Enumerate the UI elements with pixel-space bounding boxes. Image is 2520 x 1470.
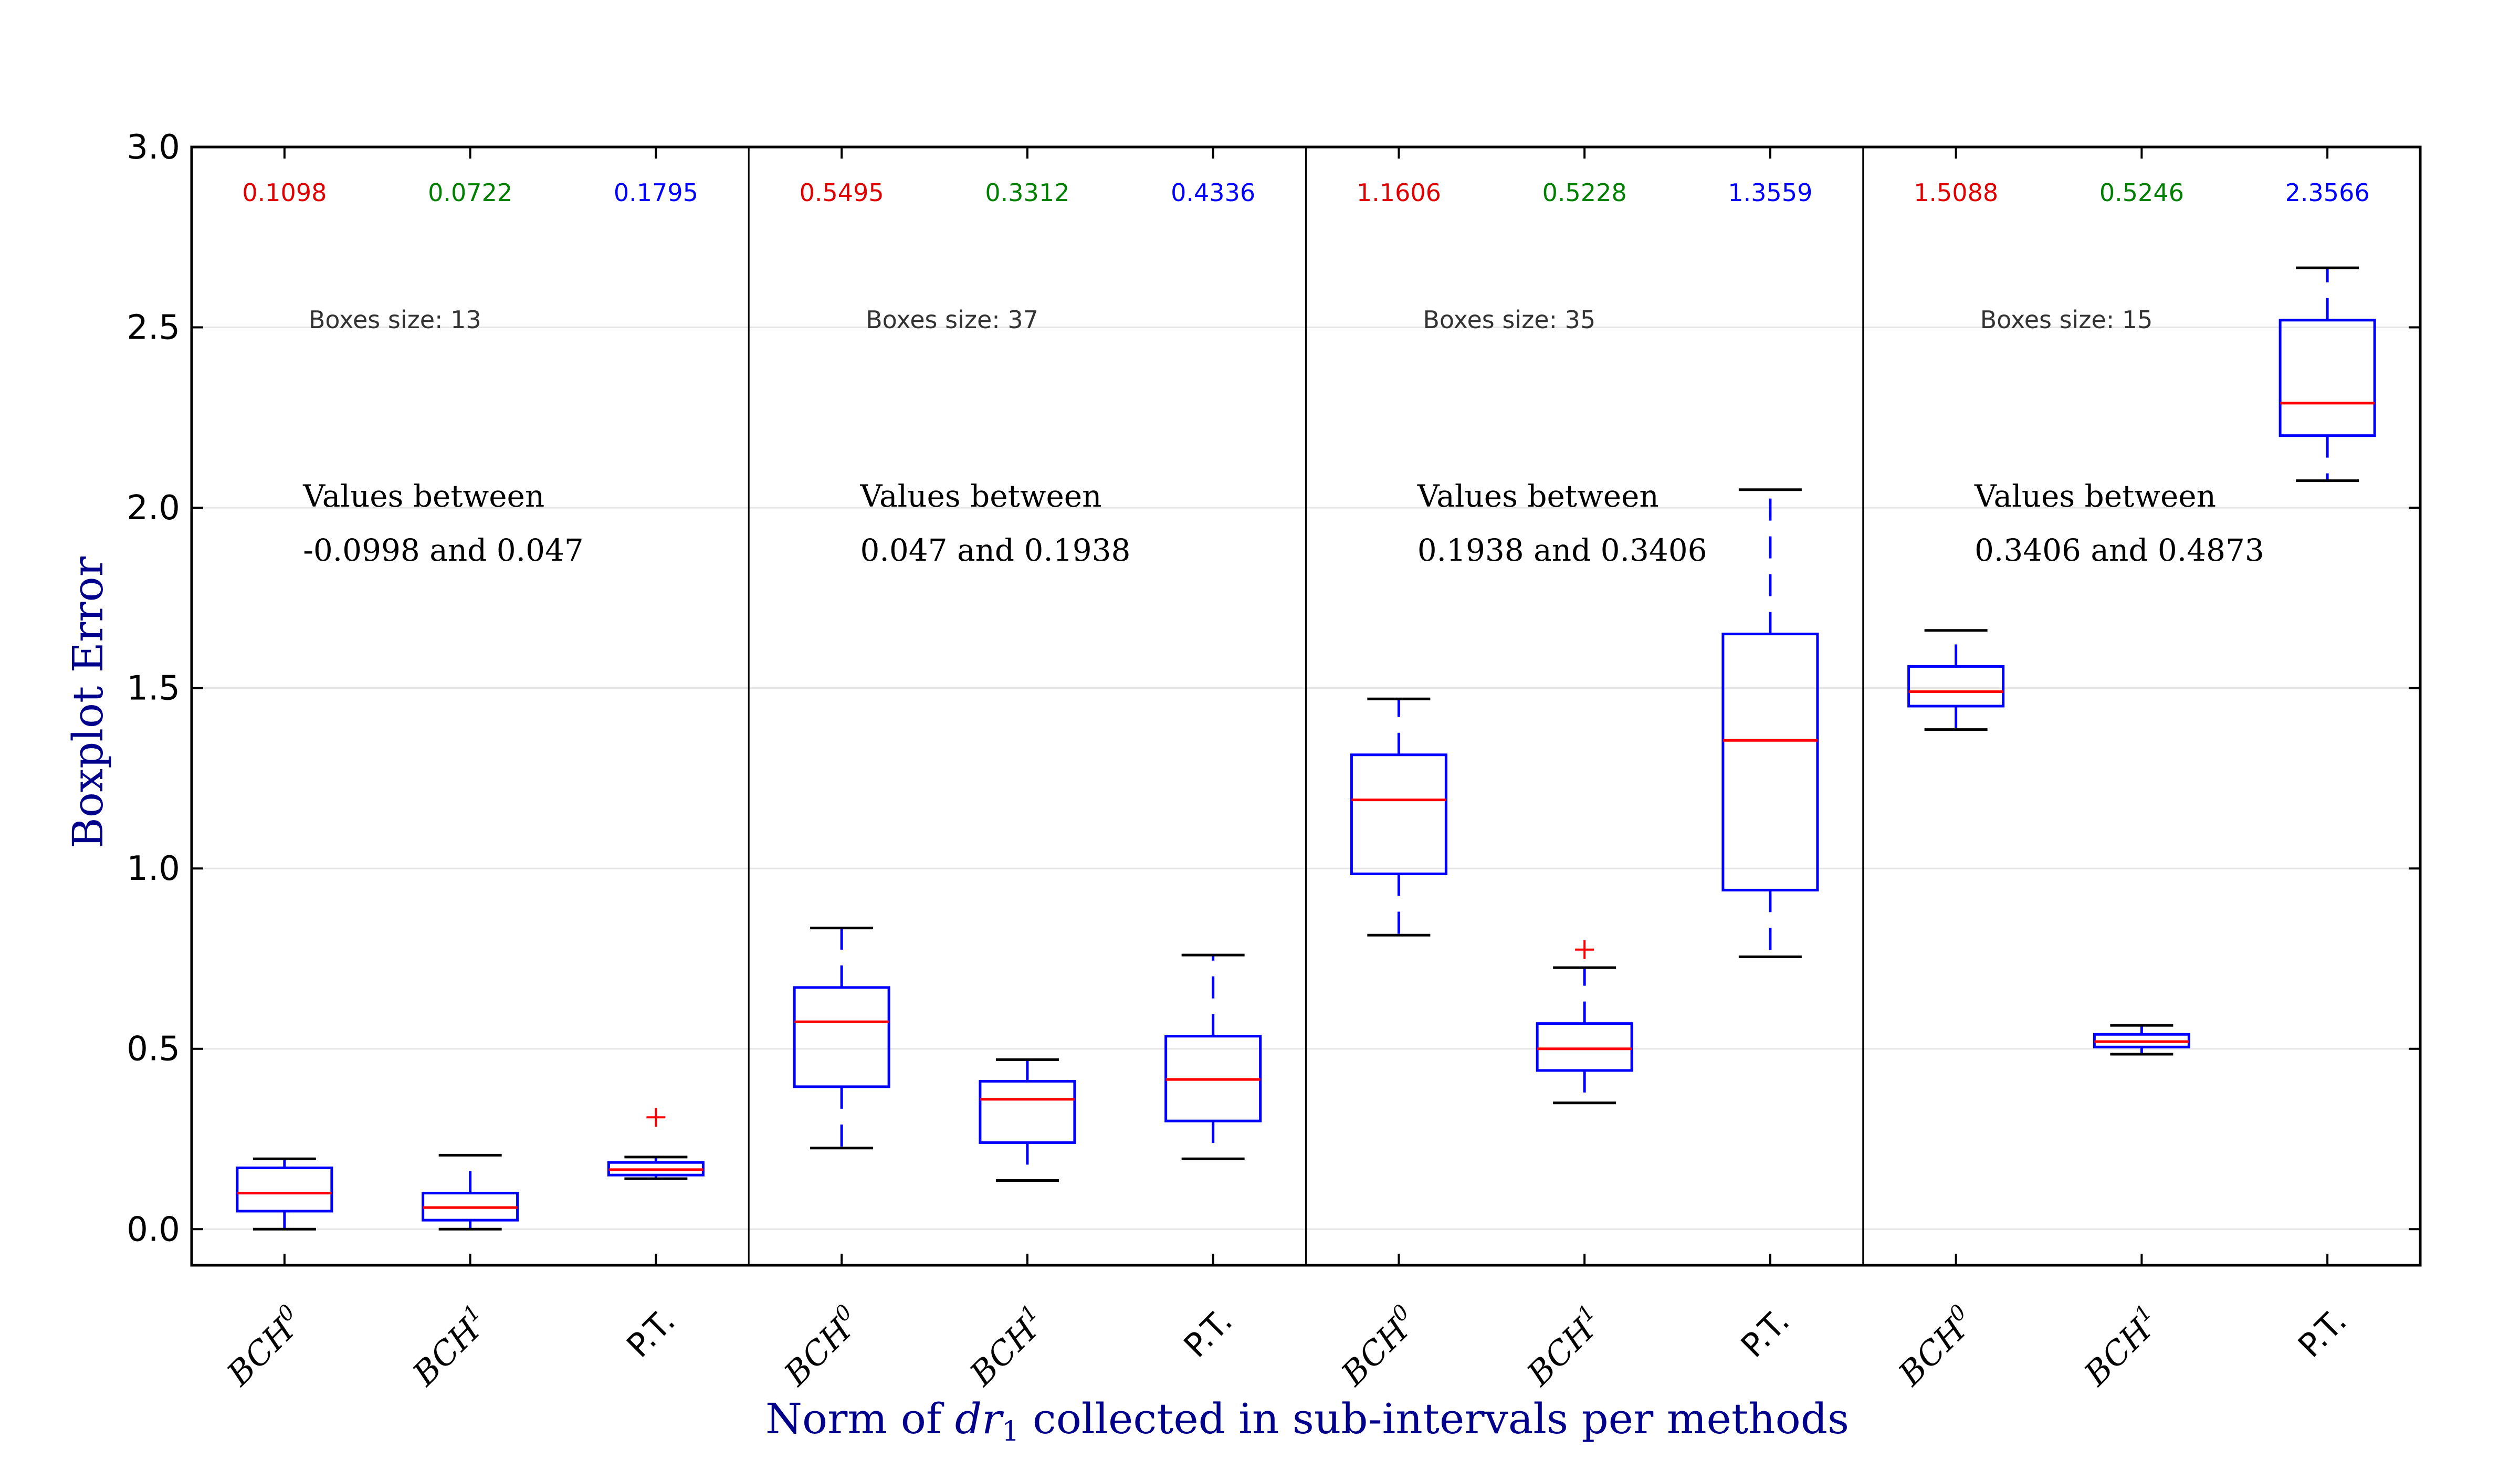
range-label-line2: -0.0998 and 0.047	[303, 532, 584, 568]
y-tick-label: 2.5	[127, 309, 180, 348]
box-iqr	[1907, 665, 2005, 708]
x-axis-title-prefix: Norm of	[765, 1394, 955, 1443]
range-label-line1: Values between	[1417, 478, 1659, 514]
mean-value-label: 0.4336	[1171, 178, 1255, 207]
range-label-line2: 0.1938 and 0.3406	[1418, 532, 1707, 568]
y-axis-ticks: 0.0 0.5 1.0 1.5 2.0 2.5 3.0	[127, 128, 2420, 1249]
box-iqr	[1721, 633, 1819, 891]
y-tick-label: 2.0	[127, 489, 180, 528]
box-iqr	[979, 1080, 1076, 1144]
x-axis-title-variable: dr	[955, 1394, 1004, 1443]
y-tick-label: 0.0	[127, 1210, 180, 1249]
mean-value-label: 2.3566	[2285, 178, 2370, 207]
box-iqr	[236, 1166, 333, 1213]
mean-value-label: 1.5088	[1914, 178, 1998, 207]
mean-value-label: 0.5246	[2099, 178, 2184, 207]
x-axis-title-suffix: collected in sub-intervals per methods	[1019, 1394, 1849, 1443]
mean-value-label: 0.1795	[614, 178, 698, 207]
group-separators	[748, 147, 1864, 1265]
mean-value-label: 0.5495	[800, 178, 884, 207]
boxes-size-label: Boxes size: 13	[309, 306, 481, 334]
mean-value-label: 0.5228	[1542, 178, 1627, 207]
x-axis-title: Norm of dr1 collected in sub-intervals p…	[765, 1394, 1849, 1447]
range-label-line1: Values between	[860, 478, 1102, 514]
y-tick-label: 1.0	[127, 849, 180, 888]
mean-value-label: 0.1098	[242, 178, 327, 207]
boxes-size-label: Boxes size: 37	[866, 306, 1038, 334]
range-label-line1: Values between	[302, 478, 544, 514]
boxes-size-label: Boxes size: 35	[1423, 306, 1595, 334]
range-label-line1: Values between	[1974, 478, 2216, 514]
x-axis-title-subscript: 1	[1002, 1416, 1019, 1447]
box-marks	[236, 266, 2376, 1231]
plot-frame	[190, 145, 2422, 1267]
box-iqr	[2278, 319, 2376, 437]
y-tick-label: 1.5	[127, 669, 180, 708]
box-iqr	[793, 986, 890, 1088]
y-tick-label: 0.5	[127, 1030, 180, 1069]
range-label-line2: 0.3406 and 0.4873	[1975, 532, 2264, 568]
boxes-size-label: Boxes size: 15	[1980, 306, 2153, 334]
mean-value-label: 0.3312	[985, 178, 1069, 207]
range-label-line2: 0.047 and 0.1938	[860, 532, 1131, 568]
box-iqr	[1350, 753, 1447, 875]
y-tick-label: 3.0	[127, 128, 180, 167]
mean-value-label: 1.1606	[1357, 178, 1441, 207]
box-iqr	[1536, 1022, 1633, 1072]
mean-value-label: 1.3559	[1728, 178, 1812, 207]
annotations: Boxes size: 13 Values between -0.0998 and …	[242, 178, 2369, 568]
mean-value-label: 0.0722	[428, 178, 512, 207]
y-axis-title: Boxplot Error	[64, 556, 112, 848]
